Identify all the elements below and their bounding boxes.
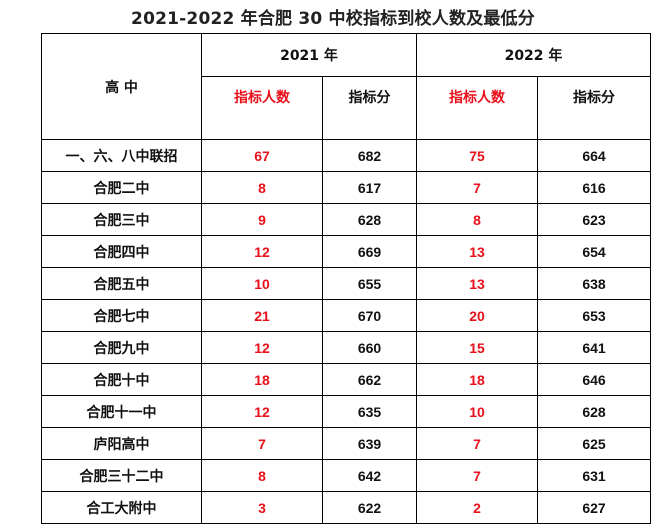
score-2022-header: 指标分 [537,76,651,140]
quota-2021: 7 [201,427,323,460]
score-2022: 646 [537,363,651,396]
quota-2022: 15 [416,331,538,364]
score-2021: 655 [322,267,417,300]
table-row: 合肥四中 12 669 13 654 [41,235,651,268]
table-row: 合肥十一中 12 635 10 628 [41,395,651,428]
table-row: 合肥九中 12 660 15 641 [41,331,651,364]
school-name: 合工大附中 [41,491,202,524]
table-row: 一、六、八中联招 67 682 75 664 [41,139,651,172]
quota-2022: 7 [416,459,538,492]
quota-2021: 21 [201,299,323,332]
school-name: 合肥二中 [41,171,202,204]
quota-2021: 12 [201,395,323,428]
quota-2021: 8 [201,459,323,492]
school-name: 合肥十一中 [41,395,202,428]
school-name: 合肥三中 [41,203,202,236]
score-2021-header: 指标分 [322,76,417,140]
year-2022-header: 2022 年 [416,33,651,77]
table-row: 合肥三十二中 8 642 7 631 [41,459,651,492]
quota-2022: 8 [416,203,538,236]
quota-2022: 18 [416,363,538,396]
school-name: 合肥九中 [41,331,202,364]
score-2021: 662 [322,363,417,396]
score-2022: 623 [537,203,651,236]
quota-2022: 2 [416,491,538,524]
score-2021: 660 [322,331,417,364]
quota-2021: 12 [201,235,323,268]
school-column-header: 高 中 [41,33,202,140]
document-title: 2021-2022 年合肥 30 中校指标到校人数及最低分 [131,9,535,29]
quota-2021: 67 [201,139,323,172]
quota-2021: 10 [201,267,323,300]
school-name: 一、六、八中联招 [41,139,202,172]
table-row: 合肥七中 21 670 20 653 [41,299,651,332]
score-2021: 670 [322,299,417,332]
score-2022: 616 [537,171,651,204]
school-name: 合肥十中 [41,363,202,396]
score-2021: 635 [322,395,417,428]
score-2021: 628 [322,203,417,236]
quota-2022: 7 [416,427,538,460]
score-2022: 628 [537,395,651,428]
score-2022: 638 [537,267,651,300]
quota-2022: 7 [416,171,538,204]
table-row: 庐阳高中 7 639 7 625 [41,427,651,460]
quota-2021: 9 [201,203,323,236]
year-2021-header: 2021 年 [201,33,417,77]
quota-2022-header: 指标人数 [416,76,538,140]
quota-2021: 3 [201,491,323,524]
quota-2021-header: 指标人数 [201,76,323,140]
score-2021: 622 [322,491,417,524]
quota-2022: 13 [416,235,538,268]
table-row: 合肥二中 8 617 7 616 [41,171,651,204]
school-name: 合肥五中 [41,267,202,300]
score-2022: 641 [537,331,651,364]
quota-score-table: 高 中 2021 年 2022 年 指标人数 指标分 指标人数 指标分 一、六、… [41,33,651,524]
quota-2022: 13 [416,267,538,300]
quota-2021: 8 [201,171,323,204]
table-row: 合工大附中 3 622 2 627 [41,491,651,524]
score-2022: 627 [537,491,651,524]
quota-2022: 75 [416,139,538,172]
score-2022: 653 [537,299,651,332]
score-2022: 625 [537,427,651,460]
school-name: 合肥七中 [41,299,202,332]
school-name: 庐阳高中 [41,427,202,460]
quota-2022: 20 [416,299,538,332]
quota-2021: 18 [201,363,323,396]
score-2021: 617 [322,171,417,204]
school-name: 合肥四中 [41,235,202,268]
quota-2022: 10 [416,395,538,428]
score-2022: 654 [537,235,651,268]
score-2021: 642 [322,459,417,492]
table-row: 合肥十中 18 662 18 646 [41,363,651,396]
score-2022: 664 [537,139,651,172]
score-2021: 669 [322,235,417,268]
score-2021: 639 [322,427,417,460]
table-row: 合肥五中 10 655 13 638 [41,267,651,300]
score-2021: 682 [322,139,417,172]
table-row: 合肥三中 9 628 8 623 [41,203,651,236]
quota-2021: 12 [201,331,323,364]
score-2022: 631 [537,459,651,492]
school-name: 合肥三十二中 [41,459,202,492]
